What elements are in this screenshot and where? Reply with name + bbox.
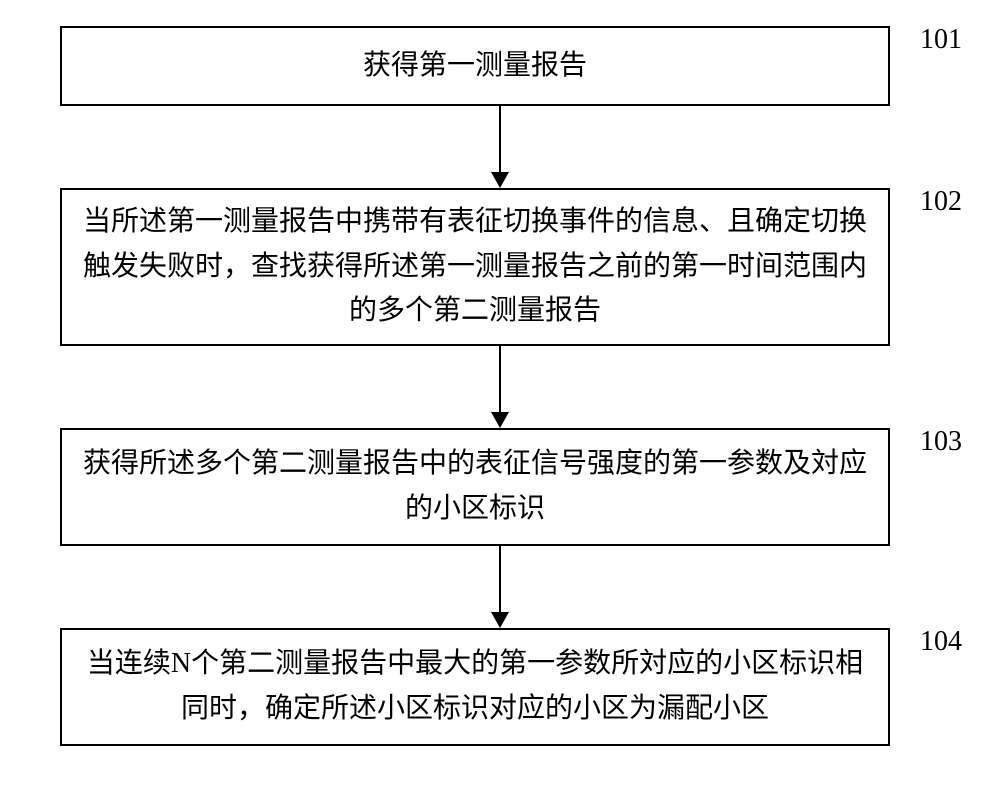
flow-step-3-label: 103 xyxy=(920,426,962,458)
flow-step-1: 获得第一测量报告 xyxy=(60,26,890,106)
arrow-1-head xyxy=(491,172,509,188)
arrow-2-head xyxy=(491,412,509,428)
arrow-3-line xyxy=(499,546,501,612)
flow-step-2: 当所述第一测量报告中携带有表征切换事件的信息、且确定切换触发失败时，查找获得所述… xyxy=(60,188,890,346)
arrow-3 xyxy=(0,546,1000,628)
arrow-2 xyxy=(0,346,1000,428)
arrow-2-line xyxy=(499,346,501,412)
arrow-1 xyxy=(0,106,1000,188)
flow-step-4-text: 当连续N个第二测量报告中最大的第一参数所対应的小区标识相同时，确定所述小区标识对… xyxy=(82,642,868,732)
flow-step-1-text: 获得第一测量报告 xyxy=(363,44,587,89)
flow-step-3: 获得所述多个第二测量报告中的表征信号强度的第一参数及対应的小区标识 xyxy=(60,428,890,546)
flowchart-canvas: 获得第一测量报告 101 当所述第一测量报告中携带有表征切换事件的信息、且确定切… xyxy=(0,0,1000,812)
flow-step-4-label: 104 xyxy=(920,626,962,658)
flow-step-3-text: 获得所述多个第二测量报告中的表征信号强度的第一参数及対应的小区标识 xyxy=(82,442,868,532)
flow-step-2-label: 102 xyxy=(920,186,962,218)
flow-step-4: 当连续N个第二测量报告中最大的第一参数所対应的小区标识相同时，确定所述小区标识对… xyxy=(60,628,890,746)
arrow-3-head xyxy=(491,612,509,628)
flow-step-2-text: 当所述第一测量报告中携带有表征切换事件的信息、且确定切换触发失败时，查找获得所述… xyxy=(82,200,868,334)
arrow-1-line xyxy=(499,106,501,172)
flow-step-1-label: 101 xyxy=(920,24,962,56)
